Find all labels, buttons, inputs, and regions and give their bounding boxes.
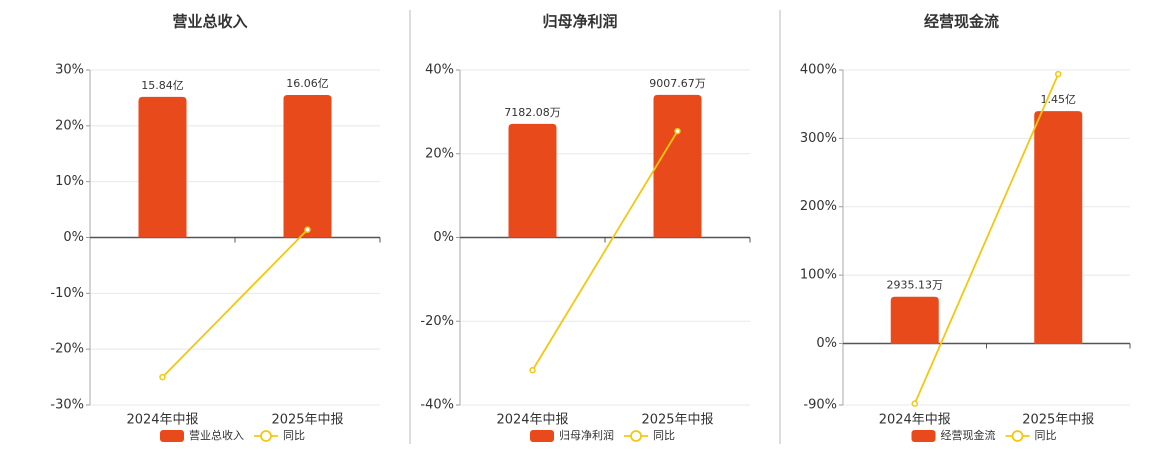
line-point <box>304 226 311 233</box>
legend-swatch <box>160 430 184 442</box>
y-tick-label: 0% <box>63 230 84 245</box>
line-point <box>529 366 536 374</box>
y-tick-label: 0% <box>816 336 837 351</box>
y-tick-label: 20% <box>425 146 454 161</box>
chart-title: 归母净利润 <box>542 13 617 31</box>
y-tick-label: -30% <box>50 398 84 413</box>
x-tick-label: 2025年中报 <box>271 413 343 428</box>
legend-swatch <box>911 430 936 442</box>
y-tick-label: 100% <box>800 268 837 283</box>
bar <box>508 123 557 238</box>
value-label: 16.06亿 <box>286 77 329 90</box>
y-tick-label: -10% <box>50 286 84 301</box>
legend-label: 同比 <box>283 429 305 442</box>
value-label: 2935.13万 <box>887 279 944 292</box>
bar <box>138 96 187 238</box>
x-tick-label: 2024年中报 <box>879 413 951 428</box>
y-tick-label: 30% <box>55 63 84 78</box>
y-tick-label: 300% <box>800 131 837 146</box>
value-label: 9007.67万 <box>649 77 706 90</box>
legend-label: 归母净利润 <box>559 428 614 442</box>
legend-label: 同比 <box>1035 429 1057 442</box>
y-tick-label: 40% <box>425 63 454 78</box>
y-tick-label: 400% <box>800 63 837 78</box>
bar <box>283 94 332 238</box>
line-point <box>674 127 681 135</box>
bar <box>653 94 702 238</box>
bar <box>1034 111 1083 344</box>
chart-title: 经营现金流 <box>924 13 999 31</box>
line-point <box>911 400 918 407</box>
x-tick-label: 2024年中报 <box>496 413 568 428</box>
legend-swatch <box>530 430 554 442</box>
chart-title: 营业总收入 <box>172 13 247 31</box>
y-tick-label: -20% <box>50 342 84 357</box>
y-tick-label: -20% <box>420 314 454 329</box>
legend-label: 经营现金流 <box>941 428 996 442</box>
line <box>531 130 679 371</box>
line <box>913 73 1060 404</box>
line-point <box>159 373 166 381</box>
value-label: 15.84亿 <box>141 79 184 92</box>
x-tick-label: 2025年中报 <box>1022 413 1094 428</box>
legend-label: 营业总收入 <box>189 428 244 442</box>
legend-swatch <box>1011 430 1024 442</box>
x-tick-label: 2025年中报 <box>641 413 713 428</box>
y-tick-label: 0% <box>433 230 454 245</box>
line <box>161 229 309 378</box>
y-tick-label: 10% <box>55 174 84 189</box>
bar <box>890 296 939 344</box>
legend-swatch <box>630 430 642 442</box>
y-tick-label: 200% <box>800 199 837 214</box>
y-tick-label: 20% <box>55 118 84 133</box>
x-tick-label: 2024年中报 <box>126 413 198 428</box>
value-label: 7182.08万 <box>504 106 561 119</box>
legend-swatch <box>260 430 272 442</box>
legend-label: 同比 <box>653 429 675 442</box>
line-point <box>1055 70 1062 78</box>
y-tick-label: -90% <box>803 398 837 413</box>
y-tick-label: -40% <box>420 398 454 413</box>
